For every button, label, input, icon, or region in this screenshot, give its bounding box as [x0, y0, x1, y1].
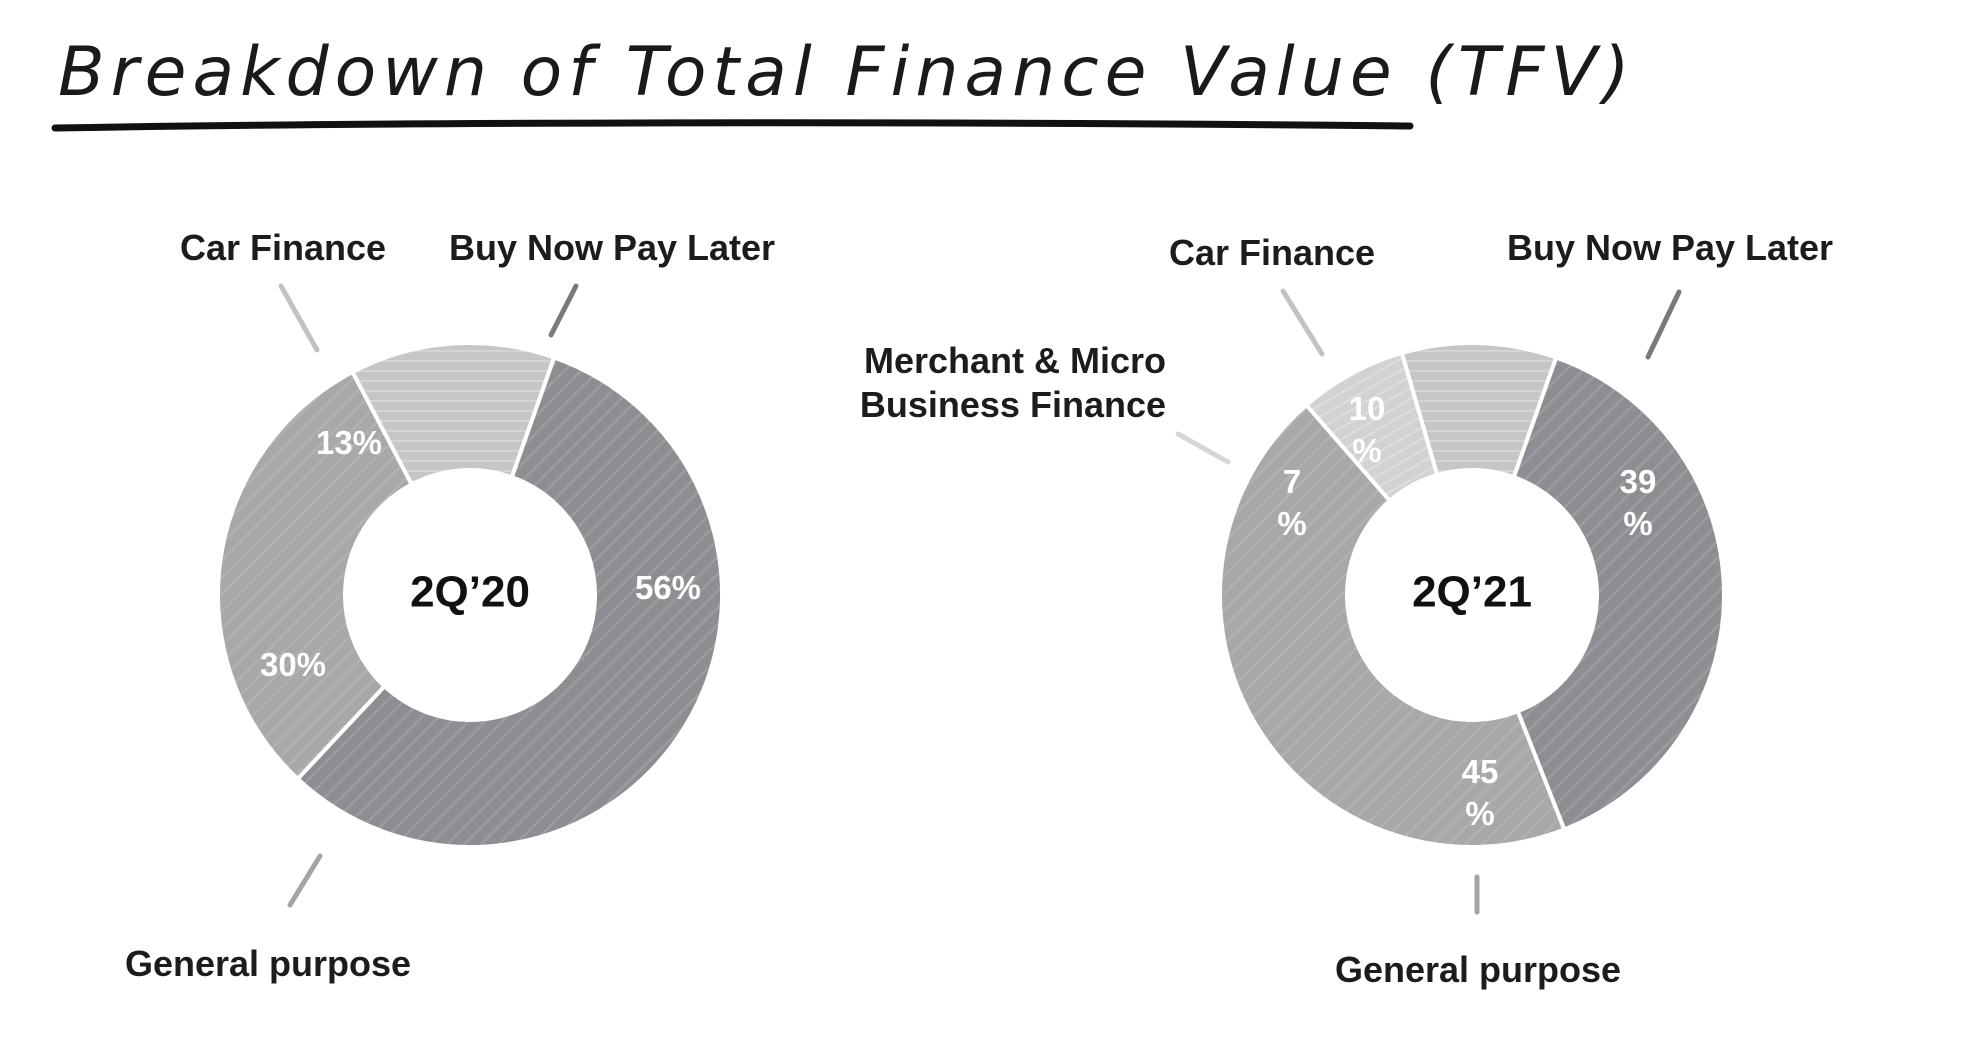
leader-line-buy-now-pay-later	[548, 283, 579, 338]
leader-line-merchant-micro-business-finance	[1175, 431, 1231, 465]
slice-label-general-purpose: General purpose	[1335, 949, 1621, 990]
leader-line-car-finance	[278, 283, 320, 353]
data-label-merchant-micro-business-finance: 7%	[1277, 463, 1306, 542]
data-label-buy-now-pay-later: 39%	[1620, 463, 1657, 542]
slice-general-purpose	[216, 369, 415, 782]
data-label-buy-now-pay-later: 56%	[635, 569, 701, 606]
donut-chart-2q21: 39 % 45 % 7 % 10 % Buy Now Pay Later General purp…	[860, 227, 1833, 990]
data-label-car-finance: 10%	[1349, 390, 1386, 469]
title-underline	[51, 119, 1414, 132]
slice-label-car-finance: Car Finance	[180, 227, 386, 268]
center-label: 2Q’20	[410, 568, 530, 617]
page-title: Breakdown of Total Finance Value (TFV)	[58, 33, 1636, 112]
data-label-car-finance: 13%	[316, 424, 382, 461]
slice-buy-now-pay-later	[1511, 354, 1726, 833]
leader-line-buy-now-pay-later	[1645, 289, 1682, 360]
slice-label-buy-now-pay-later: Buy Now Pay Later	[1507, 227, 1833, 268]
slice-car-finance	[349, 341, 557, 488]
donut-chart-2q20: 56% 30% 13% Buy Now Pay Later General purpos…	[125, 227, 775, 984]
center-label: 2Q’21	[1412, 568, 1532, 617]
leader-line-car-finance	[1280, 288, 1325, 357]
data-label-general-purpose: 45%	[1462, 753, 1499, 832]
leader-line-general-purpose	[287, 853, 323, 908]
slice-label-merchant-micro-business-finance: Merchant & Micro Business Finance	[860, 340, 1166, 425]
slice-label-general-purpose: General purpose	[125, 943, 411, 984]
slice-label-car-finance: Car Finance	[1169, 232, 1375, 273]
slice-car-finance	[1399, 341, 1559, 480]
slice-general-purpose	[1218, 402, 1567, 849]
slice-label-buy-now-pay-later: Buy Now Pay Later	[449, 227, 775, 268]
slice-buy-now-pay-later	[294, 354, 724, 849]
data-label-general-purpose: 30%	[260, 646, 326, 683]
